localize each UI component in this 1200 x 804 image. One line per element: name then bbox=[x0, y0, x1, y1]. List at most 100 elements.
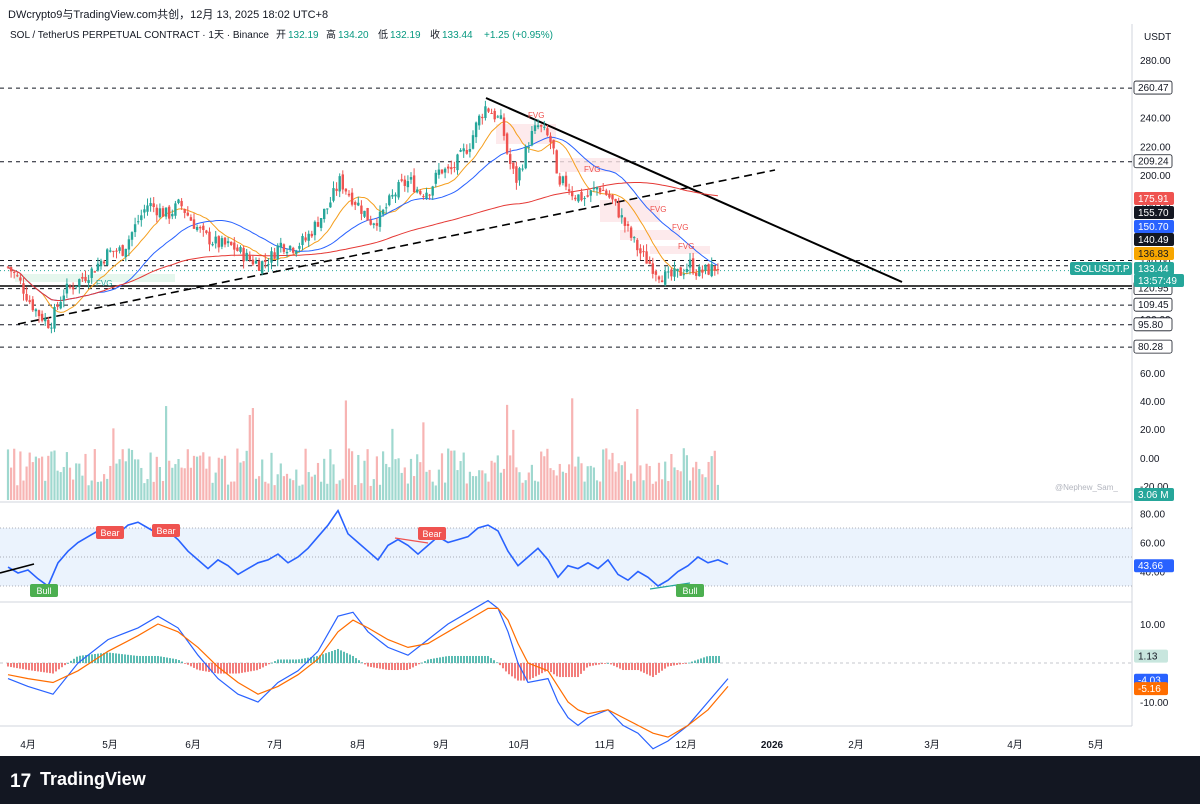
volume-bar bbox=[391, 428, 394, 500]
price-tick-label: 200.00 bbox=[1140, 171, 1171, 182]
volume-bar bbox=[106, 478, 109, 500]
volume-bar bbox=[124, 461, 127, 500]
candle-body bbox=[130, 232, 134, 240]
candle-body bbox=[329, 202, 332, 208]
candle-body bbox=[462, 148, 465, 152]
rsi-signal-label: Bear bbox=[422, 529, 441, 539]
level-tag-bg bbox=[1134, 317, 1172, 331]
volume-bar bbox=[242, 461, 245, 500]
macd-histogram-bar bbox=[28, 663, 30, 671]
candle-body bbox=[199, 227, 202, 229]
volume-bar bbox=[329, 449, 332, 500]
macd-histogram-bar bbox=[406, 663, 408, 671]
rsi-signal-label: Bear bbox=[156, 526, 175, 536]
fvg-zone bbox=[620, 230, 680, 240]
candle-body bbox=[518, 168, 521, 181]
candle-body bbox=[31, 299, 34, 311]
volume-bar bbox=[484, 473, 487, 500]
macd-histogram-bar bbox=[661, 663, 663, 671]
candle-body bbox=[660, 280, 664, 283]
macd-histogram-bar bbox=[286, 659, 288, 663]
price-chart[interactable]: SOL / TetherUS PERPETUAL CONTRACT · 1天 ·… bbox=[0, 24, 1200, 756]
volume-bar bbox=[140, 467, 143, 500]
candle-body bbox=[580, 191, 583, 201]
ascending-dashed-trendline[interactable] bbox=[17, 169, 776, 325]
macd-histogram-bar bbox=[685, 663, 687, 664]
candle-body bbox=[685, 268, 689, 273]
macd-histogram-bar bbox=[229, 663, 231, 674]
footer-brand[interactable]: TradingView bbox=[40, 769, 146, 789]
volume-bar bbox=[28, 452, 31, 500]
candle-body bbox=[465, 149, 468, 154]
volume-bar bbox=[270, 452, 273, 500]
macd-histogram-bar bbox=[223, 663, 225, 674]
macd-histogram-bar bbox=[607, 663, 609, 664]
candle-body bbox=[626, 224, 630, 226]
macd-histogram-bar bbox=[46, 663, 48, 673]
candle-body bbox=[93, 271, 96, 273]
macd-histogram-bar bbox=[466, 655, 468, 663]
candle-body bbox=[623, 217, 627, 226]
volume-bar bbox=[196, 456, 199, 500]
candle-body bbox=[295, 250, 298, 254]
macd-histogram-bar bbox=[343, 651, 345, 663]
volume-bar bbox=[648, 466, 651, 500]
volume-bar bbox=[543, 456, 546, 500]
volume-bar bbox=[292, 480, 295, 500]
candle-body bbox=[109, 250, 112, 252]
macd-histogram-bar bbox=[550, 663, 552, 673]
macd-histogram-bar bbox=[313, 656, 315, 663]
candle-body bbox=[292, 247, 295, 253]
macd-histogram-bar bbox=[157, 655, 159, 663]
volume-bar bbox=[214, 472, 217, 500]
candle-body bbox=[13, 271, 16, 273]
macd-hist-tag-bg bbox=[1134, 649, 1168, 663]
rsi-tick-label: 80.00 bbox=[1140, 510, 1165, 521]
volume-bar bbox=[471, 476, 475, 500]
volume-bar bbox=[555, 475, 558, 500]
descending-trendline[interactable] bbox=[485, 97, 903, 283]
macd-histogram-bar bbox=[199, 663, 201, 671]
macd-histogram-bar bbox=[166, 657, 168, 663]
macd-histogram-bar bbox=[598, 663, 600, 665]
volume-bar bbox=[577, 456, 580, 500]
macd-histogram-bar bbox=[592, 663, 594, 666]
candle-body bbox=[636, 239, 639, 251]
volume-bar bbox=[444, 482, 447, 500]
candle-body bbox=[214, 236, 217, 244]
macd-histogram-bar bbox=[481, 655, 483, 663]
volume-bar bbox=[155, 456, 158, 500]
candle-body bbox=[698, 266, 701, 277]
macd-histogram-bar bbox=[493, 660, 495, 663]
candle-body bbox=[614, 198, 617, 202]
volume-bar bbox=[540, 451, 543, 500]
macd-histogram-bar bbox=[631, 663, 633, 671]
volume-bar bbox=[78, 463, 81, 500]
volume-bar bbox=[673, 467, 676, 500]
volume-bar bbox=[279, 463, 282, 500]
macd-histogram-bar bbox=[358, 660, 360, 663]
volume-bar bbox=[475, 476, 478, 500]
candle-body bbox=[549, 135, 552, 143]
ma-value-tag: 150.70 bbox=[1138, 222, 1169, 233]
macd-histogram-bar bbox=[40, 663, 42, 672]
volume-bar bbox=[524, 480, 527, 500]
candle-body bbox=[592, 187, 596, 190]
macd-histogram-bar bbox=[511, 663, 513, 677]
rsi-line bbox=[7, 508, 729, 588]
fvg-label: FVG bbox=[672, 223, 688, 232]
volume-bar bbox=[301, 484, 304, 500]
time-tick-label: 9月 bbox=[433, 739, 449, 751]
macd-histogram-bar bbox=[271, 662, 273, 664]
candle-body bbox=[434, 172, 437, 184]
candle-body bbox=[471, 135, 475, 149]
candle-body bbox=[316, 222, 320, 227]
macd-line bbox=[7, 599, 729, 750]
macd-histogram-bar bbox=[676, 663, 678, 665]
fvg-label: FVG bbox=[528, 111, 544, 120]
macd-histogram-bar bbox=[130, 655, 132, 663]
volume-bar bbox=[620, 465, 623, 500]
macd-histogram-bar bbox=[565, 663, 567, 678]
candle-body bbox=[704, 264, 707, 271]
ma-value-tag: 140.49 bbox=[1138, 235, 1169, 246]
